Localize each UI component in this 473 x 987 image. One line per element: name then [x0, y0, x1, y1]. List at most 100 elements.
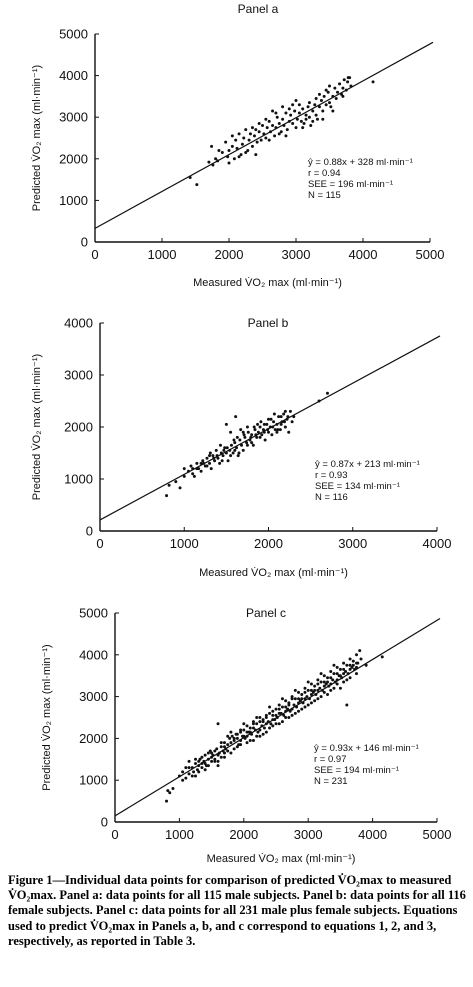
- y-tick-label: 3000: [64, 368, 93, 383]
- data-point: [319, 680, 323, 684]
- data-point: [228, 448, 232, 452]
- data-point: [305, 695, 309, 699]
- data-point: [259, 138, 263, 142]
- data-point: [246, 430, 250, 434]
- data-point: [270, 433, 274, 437]
- data-point: [348, 676, 352, 680]
- data-point: [229, 430, 233, 434]
- data-point: [271, 709, 275, 713]
- data-point: [344, 88, 348, 92]
- x-tick-label: 2000: [215, 247, 244, 262]
- data-point: [277, 121, 281, 125]
- data-point: [287, 107, 291, 111]
- x-tick-label: 5000: [423, 827, 452, 842]
- data-point: [190, 766, 194, 770]
- data-point: [247, 138, 251, 142]
- data-point: [274, 722, 278, 726]
- data-point: [307, 697, 311, 701]
- data-point: [329, 688, 333, 692]
- y-tick-label: 3000: [59, 110, 88, 125]
- data-point: [309, 124, 313, 128]
- data-point: [283, 420, 287, 424]
- data-point: [165, 799, 169, 803]
- data-point: [261, 732, 265, 736]
- data-point: [259, 420, 263, 424]
- data-point: [228, 736, 232, 740]
- y-tick-label: 4000: [59, 68, 88, 83]
- data-point: [317, 399, 321, 403]
- data-point: [258, 720, 262, 724]
- data-point: [260, 724, 264, 728]
- data-point: [338, 667, 342, 671]
- data-point: [229, 454, 233, 458]
- data-point: [301, 701, 305, 705]
- data-point: [284, 111, 288, 115]
- data-point: [279, 415, 283, 419]
- data-point: [290, 713, 294, 717]
- data-point: [287, 701, 291, 705]
- data-point: [258, 728, 262, 732]
- data-point: [271, 718, 275, 722]
- data-point: [285, 128, 289, 132]
- data-point: [210, 759, 214, 763]
- x-axis-label: Measured V̇O₂ max (ml·min⁻¹): [207, 852, 356, 865]
- data-point: [277, 722, 281, 726]
- data-point: [199, 469, 203, 473]
- data-point: [287, 430, 291, 434]
- data-point: [166, 789, 170, 793]
- data-point: [219, 745, 223, 749]
- y-tick-label: 2000: [59, 151, 88, 166]
- data-point: [268, 726, 272, 730]
- data-point: [216, 753, 220, 757]
- data-point: [222, 755, 226, 759]
- data-point: [279, 422, 283, 426]
- data-point: [250, 441, 254, 445]
- data-point: [266, 428, 270, 432]
- data-point: [224, 422, 228, 426]
- data-point: [220, 459, 224, 463]
- data-point: [251, 720, 255, 724]
- data-point: [279, 130, 283, 134]
- data-point: [267, 119, 271, 123]
- data-point: [245, 734, 249, 738]
- data-point: [191, 472, 195, 476]
- data-point: [282, 124, 286, 128]
- data-point: [353, 667, 357, 671]
- data-point: [280, 720, 284, 724]
- data-point: [348, 663, 352, 667]
- data-point: [249, 435, 253, 439]
- stats-line: ŷ = 0.88x + 328 ml·min⁻¹: [308, 157, 413, 168]
- y-tick-label: 1000: [79, 773, 108, 788]
- y-tick-label: 0: [81, 235, 88, 250]
- data-point: [168, 791, 172, 795]
- data-point: [277, 707, 281, 711]
- data-point: [239, 153, 243, 157]
- data-point: [242, 734, 246, 738]
- data-point: [264, 716, 268, 719]
- data-point: [222, 751, 226, 755]
- data-point: [371, 80, 375, 84]
- data-point: [239, 428, 243, 432]
- data-point: [322, 690, 326, 694]
- data-point: [201, 459, 205, 463]
- panel-title: Panel c: [246, 606, 286, 620]
- data-point: [216, 722, 220, 726]
- data-point: [262, 430, 266, 434]
- data-point: [215, 747, 219, 751]
- stats-line: r = 0.94: [308, 168, 340, 179]
- data-point: [221, 454, 225, 458]
- data-point: [211, 163, 215, 167]
- data-point: [277, 132, 281, 136]
- x-tick-label: 0: [111, 827, 118, 842]
- data-point: [237, 132, 241, 136]
- data-point: [284, 709, 288, 713]
- data-point: [216, 456, 220, 460]
- panel-3: 0 1000 2000 3000 4000 5000 0 1000 2000 3000 4000 50…: [40, 606, 451, 866]
- data-point: [289, 113, 293, 117]
- stats-line: SEE = 134 ml·min⁻¹: [315, 481, 400, 492]
- data-point: [333, 680, 337, 684]
- data-point: [215, 454, 219, 458]
- data-point: [216, 759, 220, 763]
- data-point: [268, 425, 272, 429]
- data-point: [332, 672, 336, 676]
